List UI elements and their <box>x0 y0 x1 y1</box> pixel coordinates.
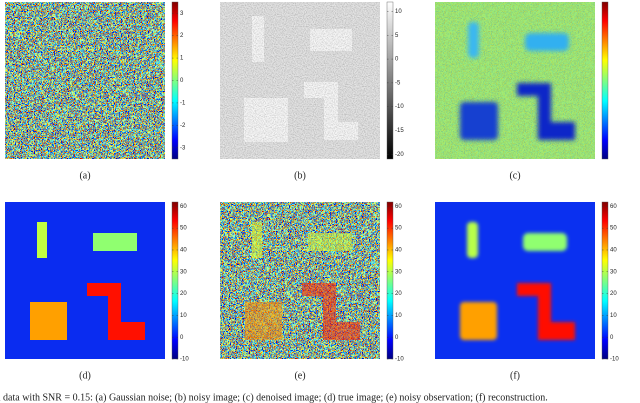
colorbar-tick-label: -10 <box>395 104 404 110</box>
colorbar-tick-label: 0 <box>180 335 184 341</box>
colorbar-tick-label: 10 <box>180 313 187 319</box>
colorbar-tick-label: 30 <box>610 269 617 275</box>
colorbar-tick-label: 10 <box>395 313 402 319</box>
colorbar-tick-label: -3 <box>180 145 186 151</box>
colorbar-tick-label: -5 <box>395 80 401 86</box>
colorbar-tick-label: 40 <box>610 248 617 254</box>
colorbar-tick-label: 5 <box>395 33 399 39</box>
colorbar-tick-label: 50 <box>610 226 617 232</box>
colorbar-tick-label: -20 <box>395 152 404 158</box>
colorbar-tick-label: 20 <box>395 291 402 297</box>
colorbar-tick-label: 0 <box>395 57 399 63</box>
colorbar-tick-label: 1 <box>180 56 184 62</box>
image-a <box>5 2 165 159</box>
colorbar <box>386 201 394 360</box>
image-f <box>435 202 595 359</box>
colorbar <box>386 1 394 160</box>
colorbar-tick-label: 40 <box>395 248 402 254</box>
colorbar-tick-label: 30 <box>180 269 187 275</box>
colorbar <box>601 1 609 160</box>
colorbar-tick-label: 20 <box>610 291 617 297</box>
colorbar-tick-label: -10 <box>610 357 619 363</box>
colorbar-tick-label: -1 <box>180 101 186 107</box>
panel-caption: (a) <box>79 170 90 181</box>
colorbar-tick-label: 50 <box>395 226 402 232</box>
panel-caption: (e) <box>294 370 305 381</box>
colorbar-tick-label: 3 <box>180 11 184 17</box>
colorbar-tick-label: -15 <box>395 128 404 134</box>
image-b <box>220 2 380 159</box>
colorbar-tick-label: 10 <box>395 9 402 15</box>
colorbar <box>171 201 179 360</box>
colorbar-tick-label: 0 <box>610 335 614 341</box>
colorbar-tick-label: 0 <box>180 78 184 84</box>
panel-caption: (f) <box>510 370 520 381</box>
panel-caption: (c) <box>509 170 520 181</box>
colorbar-tick-label: -10 <box>180 357 189 363</box>
colorbar-tick-label: 60 <box>395 204 402 210</box>
colorbar-tick-label: 20 <box>180 291 187 297</box>
colorbar-tick-label: 60 <box>180 204 187 210</box>
colorbar-tick-label: 0 <box>395 335 399 341</box>
panel-caption: (d) <box>79 370 91 381</box>
panel-caption: (b) <box>294 170 306 181</box>
image-e <box>220 202 380 359</box>
colorbar-tick-label: 30 <box>395 269 402 275</box>
colorbar <box>601 201 609 360</box>
colorbar-tick-label: -2 <box>180 123 186 129</box>
image-c <box>435 2 595 159</box>
colorbar-tick-label: 60 <box>610 204 617 210</box>
colorbar-tick-label: 10 <box>610 313 617 319</box>
colorbar-tick-label: 50 <box>180 226 187 232</box>
figure-caption: Simulated data with SNR = 0.15: (a) Gaus… <box>0 392 548 403</box>
colorbar-tick-label: 2 <box>180 33 184 39</box>
image-d <box>5 202 165 359</box>
colorbar-tick-label: -10 <box>395 357 404 363</box>
colorbar-tick-label: 40 <box>180 248 187 254</box>
